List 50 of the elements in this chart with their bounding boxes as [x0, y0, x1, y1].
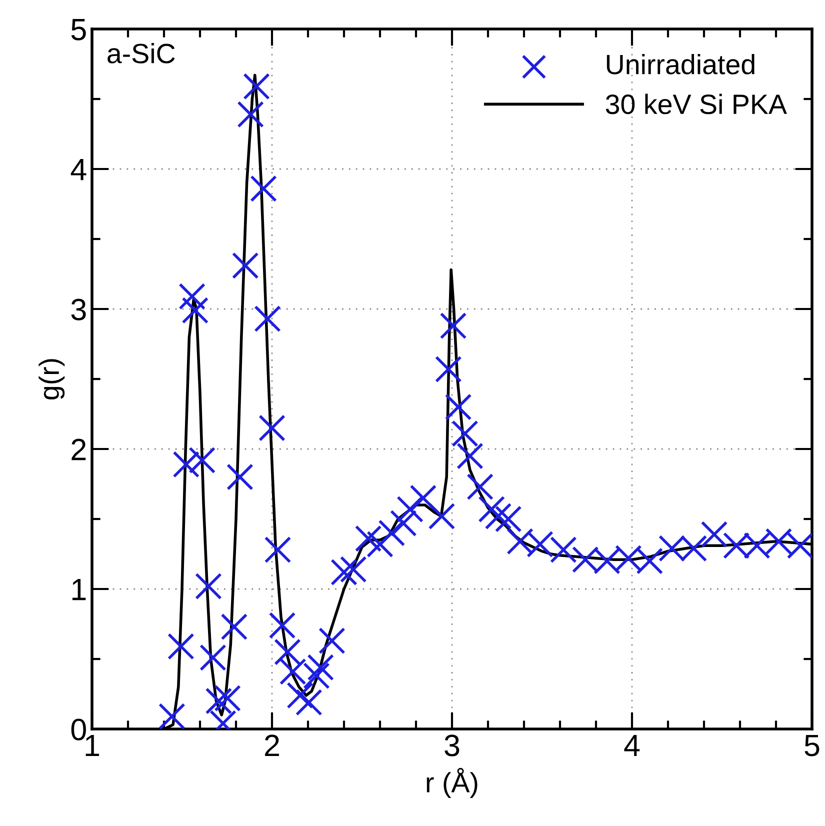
- point: [188, 446, 216, 474]
- x-axis-title: r (Å): [426, 768, 478, 798]
- point: [410, 484, 437, 512]
- point: [390, 510, 417, 537]
- y-tick-label: 1: [72, 579, 86, 600]
- point: [700, 520, 728, 548]
- point: [178, 282, 206, 310]
- point: [494, 506, 522, 532]
- point: [366, 530, 394, 558]
- y-axis-title: g(r): [38, 359, 65, 400]
- point: [237, 100, 264, 128]
- x-tick-label: 5: [804, 734, 820, 756]
- x-tick-label: 1: [86, 734, 100, 756]
- point: [396, 496, 424, 523]
- point: [254, 305, 281, 332]
- x-tick-label: 2: [265, 734, 279, 756]
- point: [478, 496, 506, 523]
- point: [307, 654, 334, 681]
- y-tick-label: 3: [71, 298, 86, 320]
- point: [295, 688, 322, 716]
- point: [250, 175, 277, 202]
- point: [268, 612, 296, 639]
- y-tick-label: 5: [71, 19, 86, 40]
- x-tick-label: 3: [444, 734, 460, 756]
- x-tick-label: 4: [624, 734, 640, 756]
- point: [526, 530, 554, 558]
- point: [168, 632, 194, 660]
- point: [318, 627, 346, 654]
- point: [172, 450, 200, 478]
- point: [440, 312, 467, 340]
- legend-label: Unirradiated: [606, 54, 754, 74]
- point: [434, 356, 462, 383]
- point: [232, 252, 259, 280]
- annotation: a-SiC: [108, 43, 175, 64]
- point: [226, 464, 254, 490]
- point: [330, 558, 358, 586]
- point: [466, 473, 494, 500]
- point: [220, 613, 248, 640]
- point: [506, 528, 534, 555]
- y-tick-label: 4: [70, 159, 86, 180]
- legend-label: 30 keV Si PKA: [606, 94, 787, 114]
- point: [456, 442, 484, 470]
- point: [158, 702, 186, 729]
- y-tick-label: 0: [71, 718, 86, 740]
- point: [258, 414, 286, 442]
- y-tick-label: 2: [72, 438, 86, 460]
- point: [243, 72, 270, 100]
- point: [444, 394, 472, 420]
- point: [286, 682, 314, 709]
- point: [550, 536, 577, 564]
